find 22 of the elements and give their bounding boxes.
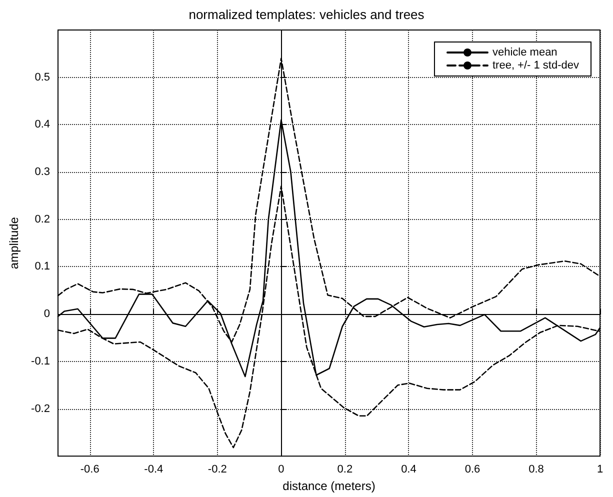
x-tick-label: 0.2 — [337, 464, 353, 476]
y-tick-label: 0.4 — [34, 118, 50, 131]
x-axis-title: distance (meters) — [282, 479, 376, 493]
chart-title: normalized templates: vehicles and trees — [188, 7, 425, 22]
x-tick-label: 0 — [278, 464, 284, 476]
x-tick-label: 0.6 — [464, 464, 480, 476]
legend-label: vehicle mean — [492, 46, 558, 58]
y-tick-label: -0.2 — [31, 402, 50, 415]
x-tick-label: -0.6 — [80, 464, 100, 476]
x-tick-label: -0.2 — [208, 464, 227, 476]
y-tick-label: 0.1 — [34, 260, 50, 273]
x-tick-label: 0.8 — [528, 464, 544, 476]
x-tick-label: -0.4 — [144, 464, 164, 476]
y-tick-label: -0.1 — [31, 355, 50, 368]
y-tick-label: 0.3 — [34, 166, 50, 178]
y-tick-label: 0.5 — [34, 71, 50, 84]
y-axis-title: amplitude — [7, 216, 21, 270]
legend-label: tree, +/- 1 std-dev — [492, 60, 580, 72]
x-tick-label: 1 — [596, 464, 604, 476]
y-tick-label: 0 — [44, 308, 50, 320]
x-tick-label: 0.4 — [401, 464, 416, 476]
y-tick-label: 0.2 — [34, 213, 50, 226]
